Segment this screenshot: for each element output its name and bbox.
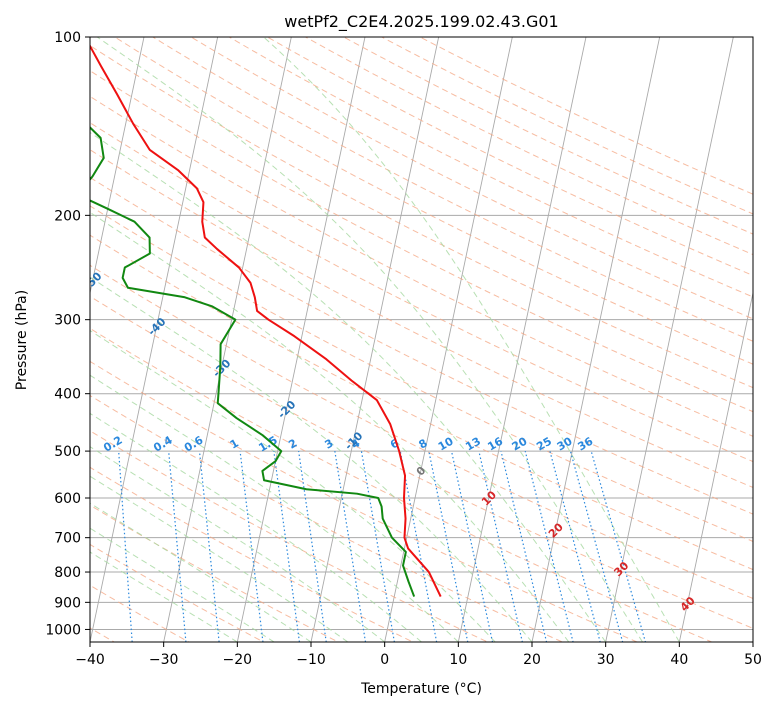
isotherm-line: [90, 37, 219, 642]
x-axis: −40 −30 −20 −10 0 10 20 30 40 50: [75, 642, 762, 668]
dry-adiabat-line: [342, 37, 753, 235]
dry-adiabat-line: [90, 394, 564, 642]
dry-adiabat-line: [90, 45, 753, 389]
mixing-ratio-line: [399, 450, 438, 642]
y-tick-label: 300: [54, 313, 81, 329]
y-tick-label: 600: [54, 491, 81, 507]
isotherm-line: [384, 37, 513, 642]
moist-adiabat-line: [90, 329, 496, 642]
x-tick-label: 0: [380, 652, 389, 668]
dry-adiabat-line: [90, 70, 753, 413]
mixing-ratio-line: [500, 450, 548, 642]
dry-adiabat-line: [190, 37, 753, 320]
dry-adiabat-line: [90, 543, 265, 642]
dry-adiabat-line: [90, 234, 753, 571]
x-tick-label: −10: [296, 652, 326, 668]
moist-adiabat-line: [96, 37, 643, 642]
isotherm-line: [457, 37, 587, 642]
isotherm-line: [90, 37, 145, 296]
moist-adiabat-line: [90, 475, 349, 642]
mixing-ratio-line: [118, 451, 133, 642]
x-tick-label: 10: [449, 652, 467, 668]
x-tick-label: 20: [523, 652, 541, 668]
moist-adiabat-line: [90, 374, 459, 642]
x-tick-label: 50: [744, 652, 762, 668]
dry-adiabat-line: [90, 360, 639, 642]
mixing-ratio-line: [428, 450, 469, 642]
dry-adiabat-line: [90, 205, 753, 542]
isotherm-line: [678, 290, 753, 642]
y-tick-label: 500: [54, 444, 81, 460]
moist-adiabat-line: [90, 276, 533, 642]
dry-adiabat-line: [90, 295, 753, 629]
isotherm-line: [531, 37, 661, 642]
mixing-ratio-line: [478, 450, 523, 642]
isotherm-line: [310, 37, 440, 642]
y-tick-label: 200: [54, 208, 81, 224]
dry-adiabat-line: [90, 264, 753, 600]
dry-adiabat-line: [90, 327, 714, 642]
x-tick-label: −20: [223, 652, 253, 668]
y-tick-label: 400: [54, 387, 81, 403]
x-tick-label: 40: [670, 652, 688, 668]
mixing-ratio-line: [549, 450, 601, 642]
y-axis: 1000 900 800 700 600 500 400 300 200 100: [45, 30, 90, 638]
isotherm-line: [236, 37, 366, 642]
mixing-ratio-line: [450, 450, 494, 642]
y-tick-label: 900: [54, 595, 81, 611]
mixing-ratio-line: [569, 450, 624, 642]
temperature-profile-line: [90, 43, 442, 597]
moist-adiabat-line: [90, 412, 422, 642]
moist-adiabat-line: [90, 551, 238, 642]
dry-adiabat-line: [380, 37, 753, 215]
plot-frame: [89, 36, 754, 643]
y-tick-label: 1000: [45, 622, 81, 638]
dry-adiabat-line: [90, 122, 753, 463]
dry-adiabat-line: [113, 37, 753, 365]
mixing-ratio-line: [524, 450, 574, 642]
mixing-ratio-line: [590, 450, 647, 642]
dry-adiabat-line: [418, 37, 753, 195]
moist-adiabat-line: [90, 131, 607, 642]
x-axis-label: Temperature (°C): [360, 681, 482, 697]
moist-adiabat-line: [90, 211, 570, 642]
chart-title: wetPf2_C2E4.2025.199.02.43.G01: [284, 12, 558, 32]
y-axis-label: Pressure (hPa): [14, 290, 30, 390]
y-tick-label: 700: [54, 531, 81, 547]
series-lines: [90, 43, 442, 597]
dry-adiabat-line: [90, 95, 753, 437]
x-tick-label: −40: [75, 652, 105, 668]
moist-adiabat-line: [90, 446, 385, 642]
isotherm-line: [605, 37, 734, 642]
x-tick-label: −30: [149, 652, 179, 668]
dry-adiabat-line: [151, 37, 753, 342]
dewpoint-profile-line: [90, 126, 416, 597]
x-tick-label: 30: [597, 652, 615, 668]
y-tick-label: 100: [54, 30, 81, 46]
y-tick-label: 800: [54, 565, 81, 581]
